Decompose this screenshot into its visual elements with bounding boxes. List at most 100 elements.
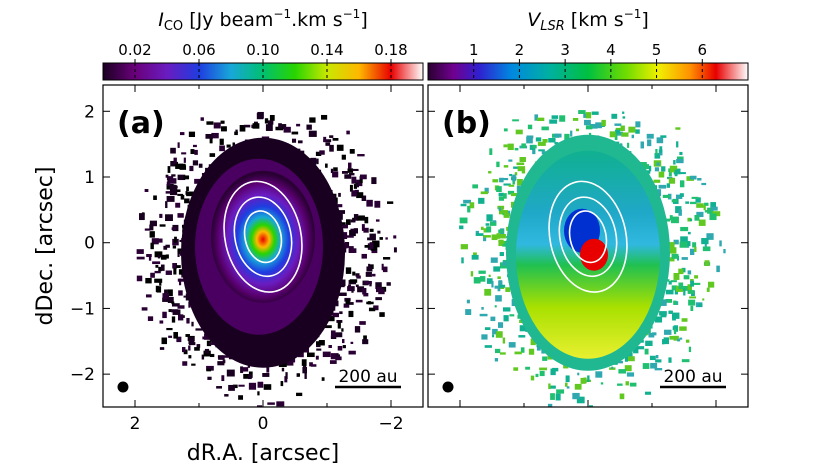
- emission-speckle: [296, 392, 303, 397]
- emission-speckle: [373, 246, 378, 251]
- emission-speckle: [243, 124, 251, 128]
- emission-speckle: [503, 165, 509, 168]
- emission-speckle: [624, 365, 632, 372]
- colorbar-title-exponent-2: −1: [343, 7, 361, 21]
- emission-speckle: [485, 223, 490, 226]
- emission-speckle: [574, 383, 582, 390]
- emission-speckle: [281, 125, 286, 128]
- emission-speckle: [351, 286, 354, 293]
- emission-speckle: [194, 178, 201, 184]
- emission-speckle: [697, 177, 702, 181]
- emission-speckle: [306, 124, 312, 130]
- emission-speckle: [350, 219, 356, 223]
- emission-speckle: [188, 342, 196, 346]
- emission-speckle: [162, 311, 167, 319]
- emission-speckle: [338, 210, 346, 214]
- emission-speckle: [175, 163, 184, 169]
- emission-speckle: [146, 254, 152, 258]
- emission-speckle: [527, 124, 533, 130]
- emission-speckle: [167, 179, 171, 183]
- emission-speckle: [170, 147, 176, 154]
- emission-speckle: [369, 228, 374, 232]
- emission-speckle: [672, 326, 678, 331]
- emission-speckle: [186, 191, 194, 197]
- emission-speckle: [696, 203, 704, 208]
- emission-speckle: [149, 224, 154, 231]
- emission-speckle: [345, 299, 350, 305]
- emission-speckle: [247, 374, 252, 380]
- emission-speckle: [484, 288, 492, 296]
- emission-speckle: [499, 177, 504, 183]
- emission-speckle: [491, 234, 498, 241]
- emission-speckle: [352, 217, 355, 221]
- emission-speckle: [350, 228, 355, 235]
- emission-speckle: [658, 171, 665, 178]
- emission-speckle: [484, 345, 492, 348]
- emission-speckle: [679, 180, 685, 188]
- emission-speckle: [654, 316, 663, 323]
- emission-speckle: [342, 339, 345, 344]
- emission-speckle: [198, 163, 203, 168]
- emission-speckle: [169, 184, 176, 190]
- emission-speckle: [165, 254, 169, 259]
- emission-speckle: [219, 138, 224, 145]
- emission-speckle: [316, 348, 322, 351]
- emission-speckle: [678, 209, 682, 216]
- emission-speckle: [173, 268, 177, 275]
- emission-speckle: [662, 339, 665, 345]
- emission-speckle: [510, 192, 519, 197]
- emission-speckle: [478, 270, 486, 274]
- emission-speckle: [363, 335, 367, 341]
- emission-speckle: [177, 213, 184, 218]
- emission-speckle: [172, 245, 177, 249]
- emission-speckle: [481, 334, 488, 340]
- emission-speckle: [668, 172, 672, 177]
- emission-speckle: [162, 297, 169, 302]
- emission-speckle: [463, 199, 471, 204]
- emission-speckle: [589, 123, 598, 129]
- emission-speckle: [188, 301, 191, 308]
- emission-speckle: [336, 144, 344, 151]
- emission-speckle: [341, 328, 344, 332]
- emission-speckle: [689, 175, 697, 180]
- emission-speckle: [461, 257, 464, 264]
- emission-speckle: [492, 328, 498, 335]
- emission-speckle: [669, 215, 673, 221]
- emission-speckle: [307, 352, 315, 358]
- emission-speckle: [172, 309, 181, 315]
- emission-speckle: [674, 328, 677, 335]
- emission-speckle: [484, 187, 489, 194]
- emission-speckle: [356, 275, 361, 279]
- emission-speckle: [653, 179, 661, 183]
- emission-speckle: [174, 236, 177, 243]
- emission-speckle: [578, 110, 586, 114]
- emission-speckle: [549, 119, 558, 124]
- emission-speckle: [513, 166, 521, 169]
- emission-speckle: [173, 157, 177, 165]
- emission-speckle: [701, 238, 709, 245]
- emission-speckle: [232, 384, 238, 389]
- emission-speckle: [159, 213, 163, 218]
- emission-speckle: [357, 286, 365, 293]
- emission-speckle: [666, 242, 675, 249]
- emission-speckle: [614, 133, 618, 140]
- emission-speckle: [498, 280, 502, 283]
- emission-speckle: [496, 161, 500, 168]
- emission-speckle: [316, 341, 320, 346]
- emission-speckle: [679, 172, 686, 175]
- emission-speckle: [188, 345, 191, 351]
- emission-speckle: [148, 255, 152, 261]
- emission-speckle: [595, 122, 602, 129]
- emission-speckle: [503, 177, 509, 181]
- emission-speckle: [194, 347, 200, 351]
- emission-speckle: [466, 299, 470, 304]
- emission-speckle: [470, 271, 474, 277]
- emission-speckle: [179, 239, 183, 242]
- emission-speckle: [642, 363, 650, 369]
- emission-speckle: [341, 224, 348, 229]
- emission-speckle: [168, 335, 173, 338]
- emission-speckle: [472, 184, 479, 189]
- colorbar-tick-label: 5: [652, 41, 662, 59]
- emission-speckle: [493, 266, 501, 272]
- emission-speckle: [178, 278, 182, 286]
